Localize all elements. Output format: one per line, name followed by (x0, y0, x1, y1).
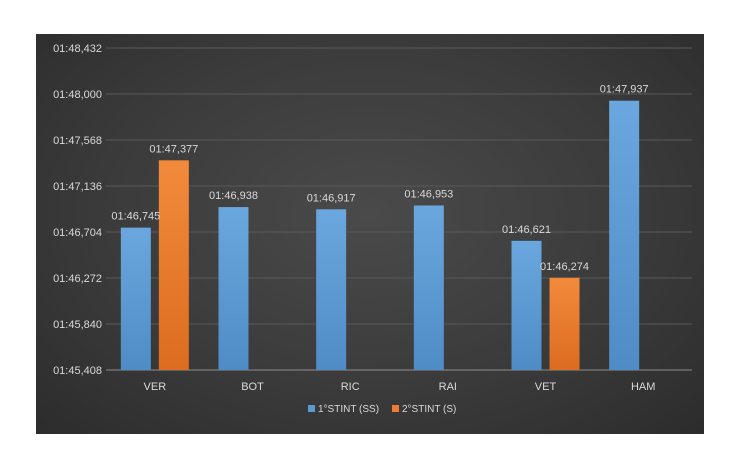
bar-bot-series-1 (218, 207, 249, 370)
y-tick-label: 01:48,432 (53, 43, 102, 55)
data-label: 01:46,953 (404, 188, 453, 200)
legend-label-series-1: 1°STINT (SS) (318, 404, 379, 415)
data-label: 01:46,938 (209, 190, 258, 202)
y-axis-tick-labels: 01:45,408 01:45,840 01:46,272 01:46,704 01:4… (53, 43, 102, 377)
x-tick-label: RIC (341, 381, 360, 393)
data-label: 01:46,917 (307, 192, 356, 204)
bar-ric-series-1 (316, 209, 347, 370)
legend-swatch-series-2 (392, 405, 399, 412)
x-tick-label: VET (535, 381, 557, 393)
y-tick-label: 01:47,568 (53, 135, 102, 147)
x-tick-label: HAM (631, 381, 655, 393)
x-tick-label: VER (144, 381, 167, 393)
y-tick-label: 01:45,840 (53, 319, 102, 331)
y-tick-label: 01:46,704 (53, 227, 102, 239)
gridlines (106, 47, 692, 371)
data-label: 01:47,377 (149, 143, 198, 155)
legend-label-series-2: 2°STINT (S) (402, 404, 456, 415)
y-tick-label: 01:48,000 (53, 89, 102, 101)
data-labels: 01:46,745 01:47,377 01:46,938 01:46,917 01:4… (111, 84, 648, 273)
bar-rai-series-1 (413, 205, 444, 370)
bar-ver-series-1 (120, 227, 151, 370)
bar-ver-series-2 (158, 160, 189, 370)
y-tick-label: 01:47,136 (53, 181, 102, 193)
bar-chart: 01:45,408 01:45,840 01:46,272 01:46,704 01:4… (53, 43, 692, 415)
y-tick-label: 01:46,272 (53, 273, 102, 285)
bars (120, 100, 640, 370)
bar-vet-series-1 (511, 240, 542, 370)
data-label: 01:46,274 (540, 261, 589, 273)
chart-panel: 01:45,408 01:45,840 01:46,272 01:46,704 01:4… (36, 34, 704, 434)
x-tick-label: RAI (439, 381, 457, 393)
data-label: 01:46,621 (502, 224, 551, 236)
bar-vet-series-2 (549, 277, 580, 370)
x-axis-tick-labels: VER BOT RIC RAI VET HAM (144, 381, 656, 393)
x-tick-label: BOT (241, 381, 264, 393)
data-label: 01:47,937 (600, 84, 649, 96)
legend-swatch-series-1 (308, 405, 315, 412)
bar-ham-series-1 (609, 100, 640, 370)
y-tick-label: 01:45,408 (53, 365, 102, 377)
legend: 1°STINT (SS) 2°STINT (S) (308, 404, 456, 415)
data-label: 01:46,745 (111, 211, 160, 223)
